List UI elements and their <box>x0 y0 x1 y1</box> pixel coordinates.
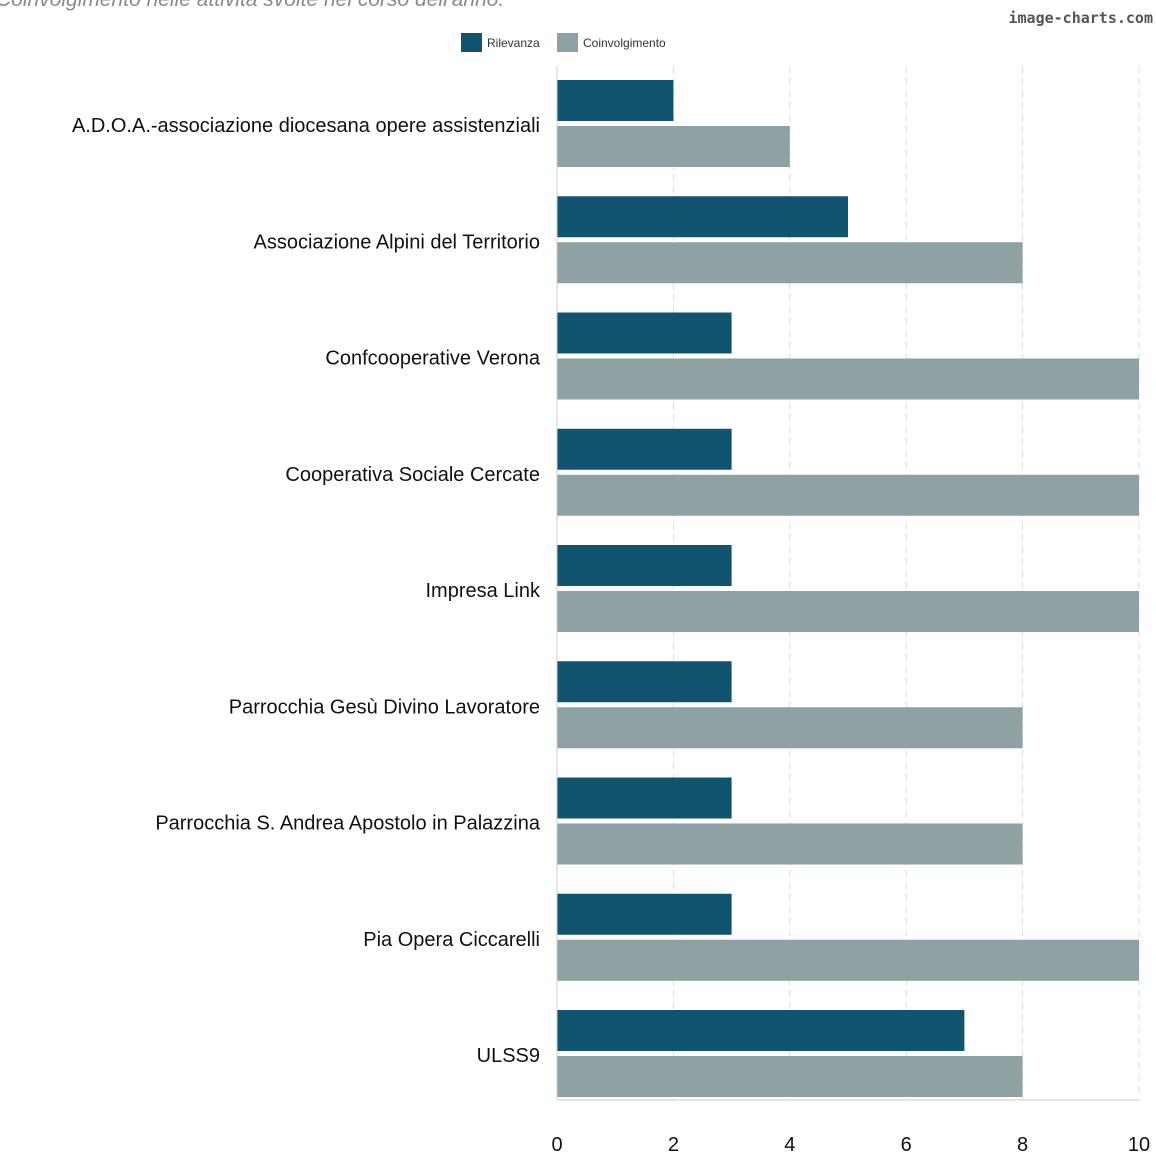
axis: 0 2 4 6 8 10 <box>551 66 1150 1153</box>
watermark: image-charts.com <box>1008 9 1154 27</box>
bar-rilevanza-7 <box>557 893 732 935</box>
category-label-6: Parrocchia S. Andrea Apostolo in Palazzi… <box>155 813 541 835</box>
bar-rilevanza-3 <box>557 428 732 470</box>
category-label-3: Cooperativa Sociale Cercate <box>285 464 540 486</box>
bar-coinvolgimento-6 <box>557 823 1023 865</box>
legend-swatch-coinvolgimento <box>557 33 578 52</box>
page-title: Coinvolgimento nelle attività svolte nel… <box>0 0 504 12</box>
bar-coinvolgimento-1 <box>557 242 1023 284</box>
bars <box>557 80 1139 1097</box>
category-label-1: Associazione Alpini del Territorio <box>254 231 540 253</box>
bar-rilevanza-6 <box>557 777 732 819</box>
legend-swatch-rilevanza <box>461 33 482 52</box>
x-tick-label-4: 4 <box>784 1134 795 1153</box>
bar-rilevanza-2 <box>557 312 732 354</box>
x-tick-label-6: 6 <box>901 1134 912 1153</box>
legend: Rilevanza Coinvolgimento <box>461 33 666 52</box>
x-tick-label-8: 8 <box>1017 1134 1028 1153</box>
category-label-5: Parrocchia Gesù Divino Lavoratore <box>229 696 540 718</box>
bar-rilevanza-4 <box>557 545 732 586</box>
bar-coinvolgimento-8 <box>557 1056 1023 1097</box>
category-label-7: Pia Opera Ciccarelli <box>363 929 540 951</box>
bar-rilevanza-0 <box>557 80 674 121</box>
bar-rilevanza-5 <box>557 661 732 703</box>
x-tick-label-2: 2 <box>668 1134 679 1153</box>
category-label-4: Impresa Link <box>426 580 541 602</box>
bar-coinvolgimento-0 <box>557 126 790 167</box>
legend-label-rilevanza: Rilevanza <box>487 36 540 50</box>
bar-coinvolgimento-5 <box>557 707 1023 749</box>
category-label-8: ULSS9 <box>477 1045 540 1067</box>
category-labels: A.D.O.A.-associazione diocesana opere as… <box>72 115 541 1067</box>
x-tick-label-0: 0 <box>551 1134 562 1153</box>
bar-coinvolgimento-3 <box>557 474 1139 516</box>
bar-coinvolgimento-4 <box>557 591 1139 632</box>
legend-label-coinvolgimento: Coinvolgimento <box>583 36 666 50</box>
category-label-0: A.D.O.A.-associazione diocesana opere as… <box>72 115 540 137</box>
x-tick-label-10: 10 <box>1128 1134 1150 1153</box>
bar-rilevanza-8 <box>557 1010 965 1051</box>
bar-rilevanza-1 <box>557 196 848 238</box>
bar-coinvolgimento-2 <box>557 358 1139 400</box>
category-label-2: Confcooperative Verona <box>325 348 540 370</box>
bar-coinvolgimento-7 <box>557 939 1139 981</box>
